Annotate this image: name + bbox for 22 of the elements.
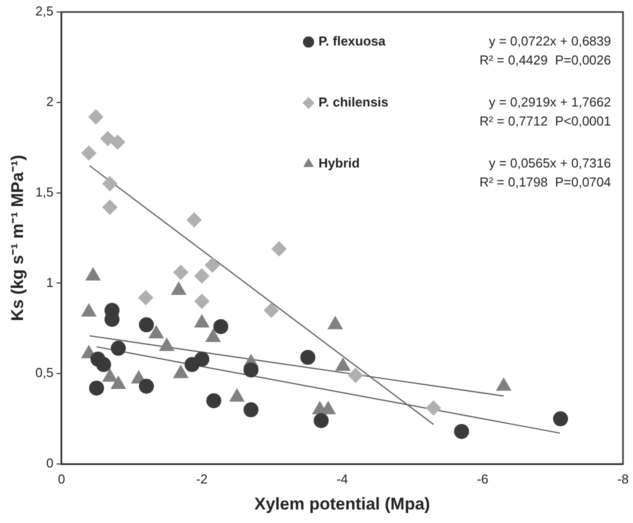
y-tick-label: 2 [46, 94, 54, 109]
annotation: R² = 0,1798 P=0,0704 [479, 174, 611, 190]
y-axis-title: Ks (kg s⁻¹ m⁻¹ MPa⁻¹) [8, 154, 27, 322]
x-axis-title: Xylem potential (Mpa) [254, 494, 430, 514]
x-tick-label: -8 [617, 471, 629, 486]
annotation: y = 0,0722x + 0,6839 [488, 34, 611, 49]
annotation: y = 0,2919x + 1,7662 [488, 94, 611, 110]
legend-label: P. chilensis [318, 94, 388, 110]
annotation: R² = 0,7712 P<0,0001 [479, 114, 611, 129]
x-tick-label: 0 [58, 471, 66, 486]
legend-label: P. flexuosa [318, 34, 386, 49]
y-tick-label: 1,5 [35, 184, 54, 200]
x-tick-label: -4 [336, 471, 348, 486]
x-tick-label: -6 [476, 471, 488, 486]
x-tick-label: -2 [196, 471, 208, 486]
legend-label: Hybrid [318, 156, 360, 171]
y-tick-label: 2,5 [35, 4, 54, 19]
y-tick-label: 0,5 [35, 365, 54, 380]
y-tick-label: 1 [46, 274, 54, 290]
annotation: y = 0,0565x + 0,7316 [488, 156, 611, 171]
annotation: R² = 0,4429 P=0,0026 [479, 52, 611, 68]
y-tick-label: 0 [46, 456, 54, 471]
